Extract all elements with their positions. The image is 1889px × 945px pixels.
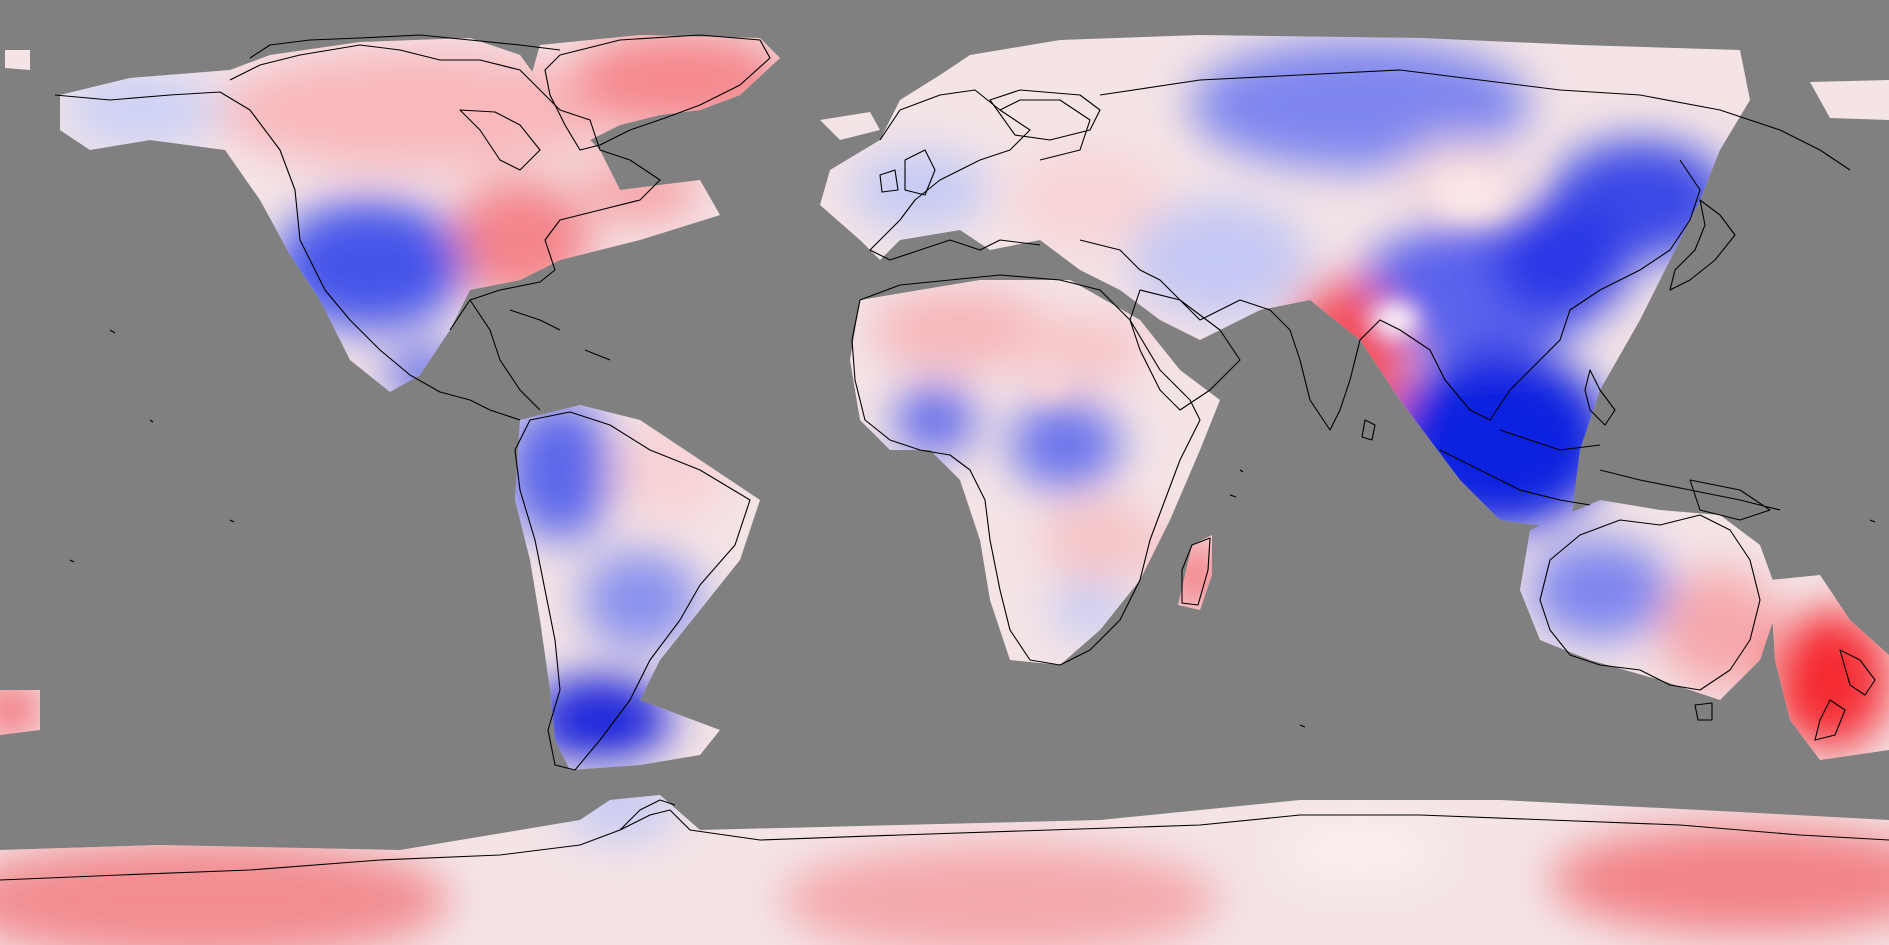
coastline-antarctica xyxy=(0,809,1889,881)
anomaly-cold-alaska xyxy=(60,70,220,150)
coastline-new-zealand xyxy=(1814,649,1876,741)
anomaly-warm-new-zealand xyxy=(1770,610,1889,750)
anomaly-warm-canada xyxy=(220,50,620,170)
anomaly-cold-patagonia xyxy=(530,675,670,765)
anomaly-cold-amazon xyxy=(505,400,615,540)
anomaly-cold-western-us xyxy=(275,200,465,330)
anomaly-warm-antarctica xyxy=(0,840,450,945)
coastline-south-america xyxy=(514,411,751,771)
anomaly-cold-west-africa xyxy=(895,385,975,455)
coastline-greenland xyxy=(544,34,771,151)
coastline-asia xyxy=(1079,69,1851,431)
coastline-africa xyxy=(851,274,1201,666)
coastline-indonesia xyxy=(1439,429,1781,511)
anomaly-cold-siberia xyxy=(1190,40,1530,170)
coastline-north-america xyxy=(54,34,661,421)
coastline-madagascar xyxy=(1181,537,1211,606)
coastline-japan xyxy=(1669,199,1736,291)
anomaly-warm-sahara xyxy=(870,290,1050,370)
coastlines xyxy=(0,34,1889,881)
anomaly-cold-western-australia xyxy=(1530,540,1670,640)
coastline-australia xyxy=(1539,514,1761,691)
